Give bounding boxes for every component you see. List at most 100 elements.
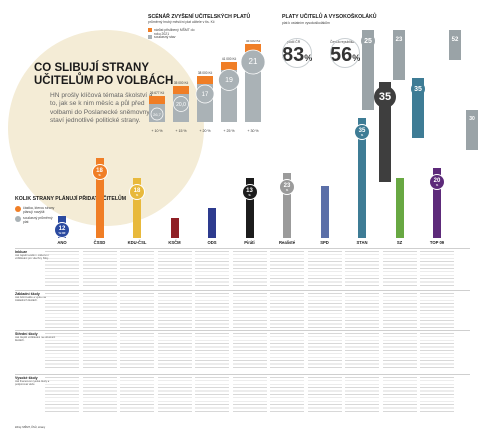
party-cell: [82, 333, 117, 369]
party-cell: [120, 251, 154, 287]
education-chart-subtitle: plat k ostatním vysokoškolákům: [282, 21, 330, 25]
salary-chart-subtitle: průměrný hrubý měsíční plat učitele v ti…: [148, 20, 215, 24]
party-cell: [307, 377, 342, 413]
pct-a-ring: [282, 38, 312, 68]
row-divider: [15, 330, 470, 331]
parties-legend-current: současný průměrný plat: [23, 216, 53, 225]
party-cell: [232, 251, 267, 287]
row-title: Základní školy: [15, 292, 40, 296]
intro-text: HN prošly klíčová témata školství a to, …: [50, 92, 153, 125]
party-percent-unit: % CR: [58, 231, 66, 235]
row-title: Střední školy: [15, 332, 38, 336]
party-cell: [382, 293, 417, 329]
salary-axis-label: + 25 %: [223, 129, 235, 133]
party-cell: [120, 377, 154, 413]
salary-bubble: [218, 69, 240, 91]
education-bubble: 35: [374, 86, 396, 108]
row-description: Jak zlepšit vzdělávání na středních škol…: [15, 336, 56, 343]
row-title: Vysoké školy: [15, 376, 38, 380]
party-name: KDU-ČSL: [127, 240, 147, 245]
party-cell: [45, 377, 79, 413]
salary-bubble: [195, 84, 215, 104]
salary-bar-increase: [197, 76, 213, 84]
party-percent-value: 35: [358, 127, 366, 134]
party-bar: [320, 186, 329, 238]
salary-axis-label: + 10 %: [151, 129, 163, 133]
party-cell: [157, 377, 192, 413]
party-cell: [232, 377, 267, 413]
salary-chart: 26,7 26 677 Kč + 10 % 20,0 35 000 Kč + 15 % 17…: [149, 40, 266, 133]
party-cell: [382, 251, 417, 287]
salary-bar-increase: [173, 86, 189, 94]
party-percent-unit: %: [135, 193, 139, 197]
pct-b-ring: [330, 38, 360, 68]
salary-bubble-value: 20,0: [176, 102, 186, 108]
legend-swatch-increase: [148, 28, 152, 32]
salary-bubble: [173, 96, 189, 112]
party-percent-value: 18: [96, 167, 103, 174]
party-bar: [245, 178, 254, 238]
parties-title: KOLIK STRANY PLÁNUJÍ PŘIDAT UČITELŮM: [15, 196, 127, 202]
party-percent-value: 18: [133, 187, 141, 194]
party-name: KSČM: [168, 240, 181, 245]
salary-bubble: [150, 107, 164, 121]
row-divider: [15, 374, 470, 375]
party-cell: [382, 377, 417, 413]
party-cell: [120, 333, 154, 369]
salary-bubble-value: 26,7: [153, 112, 162, 117]
party-percent-value: 12: [58, 225, 66, 232]
party-cell: [195, 377, 229, 413]
party-cell: [120, 293, 154, 329]
party-cell: [345, 251, 379, 287]
party-bar: [433, 168, 441, 238]
party-cell: [420, 333, 454, 369]
party-cell: [270, 333, 304, 369]
party-cell: [45, 251, 79, 287]
salary-bubble-value: 17: [202, 92, 209, 98]
party-name: Piráti: [244, 240, 255, 245]
parties-legend-increase-swatch: [15, 206, 21, 212]
party-bar: [170, 218, 179, 238]
party-cell: [420, 251, 454, 287]
legend-current-label: současný stav: [154, 35, 176, 39]
party-name: TOP 09: [429, 240, 445, 245]
party-percent-bubble: 20%: [429, 174, 445, 190]
party-bar: [208, 208, 216, 238]
party-percent-value: 23: [283, 182, 291, 189]
salary-axis-label: + 15 %: [175, 129, 187, 133]
row-divider: [15, 290, 470, 291]
row-label: Základní školy Jak řešit kvalitu a výuku …: [15, 292, 59, 302]
row-description: Jak zajistit kvalitní i inkluzivní vzděl…: [15, 254, 49, 261]
salary-top-label: 41 000 Kč: [222, 57, 237, 61]
party-cell: [45, 293, 79, 329]
row-description: Jak řešit kvalitu a výuku na základních …: [15, 296, 46, 303]
salary-bubble: [240, 49, 266, 75]
party-cell: [270, 251, 304, 287]
row-divider: [15, 248, 470, 249]
salary-top-label: 35 000 Kč: [174, 81, 189, 85]
party-cell: [232, 333, 267, 369]
education-chart-title: PLATY UČITELŮ A VYSOKOŠKOLÁKŮ: [282, 14, 377, 20]
salary-bar-increase: [245, 44, 261, 52]
party-percent-value: 20: [433, 177, 441, 184]
party-name: SZ: [396, 240, 403, 245]
party-cell: [45, 333, 79, 369]
party-cell: [157, 333, 192, 369]
party-name: STAN: [356, 240, 368, 245]
party-cell: [270, 293, 304, 329]
legend-increase-label: nárůst přislíbený MŠMT do roku 2021: [154, 28, 195, 37]
row-label: Inkluze Jak zajistit kvalitní i inkluzivn…: [15, 250, 59, 260]
party-bar: [358, 118, 366, 238]
party-name: ČSSD: [93, 240, 106, 245]
party-cell: [195, 251, 229, 287]
headline-background: [8, 30, 204, 226]
party-percent-bubble: 18%: [129, 184, 145, 200]
party-cell: [345, 377, 379, 413]
party-cell: [270, 377, 304, 413]
party-percent-unit: %: [435, 183, 439, 187]
parties-legend-increase: částka, kterou strany plánují navýšit: [23, 206, 55, 215]
salary-top-label: 45 000 Kč: [246, 40, 261, 43]
salary-bubble-value: 19: [225, 77, 233, 84]
party-cell: [157, 251, 192, 287]
party-name: ODS: [207, 240, 217, 245]
